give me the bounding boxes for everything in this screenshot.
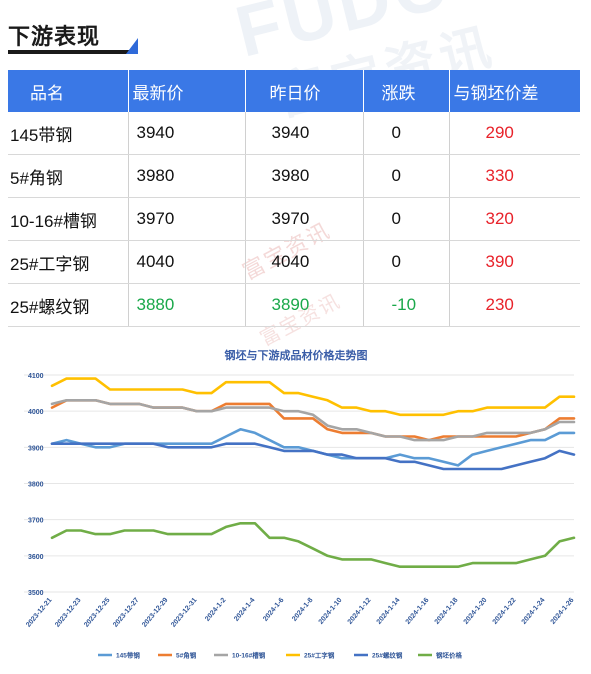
- series-line-3: [50, 377, 576, 417]
- chart-grid: [24, 374, 574, 593]
- table-row: 25#工字钢 4040 4040 0 390: [8, 240, 580, 284]
- chart-svg: 钢坯与下游成品材价格走势图 3500 3600 3700 3800 3900 4000 41…: [24, 348, 576, 660]
- cell-change: 0: [363, 240, 450, 284]
- x-tick-label: 2024-1-4: [233, 597, 256, 623]
- cell-name: 25#工字钢: [8, 240, 129, 284]
- y-tick-label: 3700: [28, 518, 44, 525]
- cell-name: 10-16#槽钢: [8, 197, 129, 241]
- column-header-prev: 昨日价: [245, 70, 364, 112]
- column-header-change: 涨跌: [363, 70, 450, 112]
- x-tick-label: 2024-1-24: [521, 597, 547, 626]
- legend-label: 5#角钢: [176, 651, 197, 660]
- column-header-latest: 最新价: [128, 70, 246, 112]
- cell-spread: 330: [449, 154, 580, 198]
- table-row: 25#螺纹钢 3880 3890 -10 230: [8, 283, 580, 327]
- title-underline: [8, 50, 134, 54]
- series-line-2: [50, 399, 576, 442]
- series-line-5: [50, 522, 576, 568]
- cell-change: 0: [363, 154, 450, 198]
- cell-change: 0: [363, 197, 450, 241]
- cell-prev: 3940: [245, 112, 364, 155]
- x-tick-label: 2024-1-2: [204, 597, 227, 623]
- y-tick-label: 3600: [28, 554, 44, 561]
- x-tick-label: 2024-1-22: [492, 597, 518, 626]
- x-tick-label: 2023-12-29: [141, 597, 169, 629]
- cell-spread: 320: [449, 197, 580, 241]
- watermark-brand-en: FUDC: [228, 0, 458, 73]
- cell-prev: 3970: [245, 197, 364, 241]
- cell-spread: 390: [449, 240, 580, 284]
- legend-label: 145带钢: [116, 651, 140, 660]
- price-trend-chart: 钢坯与下游成品材价格走势图 3500 3600 3700 3800 3900 4000 41…: [0, 340, 591, 669]
- x-tick-label: 2023-12-25: [83, 597, 111, 629]
- table-row: 145带钢 3940 3940 0 290: [8, 112, 580, 155]
- y-tick-label: 3500: [28, 590, 44, 597]
- x-tick-label: 2024-1-20: [463, 597, 489, 626]
- table-row: 10-16#槽钢 3970 3970 0 320: [8, 197, 580, 241]
- y-tick-label: 3800: [28, 482, 44, 489]
- x-tick-label: 2023-12-27: [112, 597, 140, 629]
- legend-label: 25#工字钢: [304, 651, 335, 660]
- cell-latest: 3880: [128, 283, 246, 327]
- section-header: 下游表现: [8, 22, 138, 56]
- x-tick-label: 2024-1-16: [405, 597, 431, 626]
- x-tick-label: 2024-1-18: [434, 597, 460, 626]
- chart-legend: 145带钢 5#角钢 10-16#槽钢 25#工字钢 25#螺纹钢 钢坯价格: [98, 651, 463, 660]
- x-tick-label: 2024-1-26: [550, 597, 576, 626]
- price-table: 品名 最新价 昨日价 涨跌 与钢坯价差 145带钢 3940 3940 0 290 5#角…: [8, 70, 580, 327]
- chart-title: 钢坯与下游成品材价格走势图: [225, 348, 368, 362]
- section-title: 下游表现: [8, 24, 101, 49]
- x-axis: 2023-12-21 2023-12-23 2023-12-25 2023-12-27…: [25, 597, 575, 629]
- y-tick-label: 4000: [28, 409, 44, 416]
- cell-latest: 3940: [128, 112, 246, 155]
- cell-latest: 4040: [128, 240, 246, 284]
- table-header-row: 品名 最新价 昨日价 涨跌 与钢坯价差: [8, 70, 580, 112]
- table-row: 5#角钢 3980 3980 0 330: [8, 154, 580, 198]
- chart-series: [50, 377, 576, 568]
- x-tick-label: 2023-12-21: [25, 597, 53, 629]
- series-line-4: [50, 442, 576, 471]
- cell-change: 0: [363, 112, 450, 155]
- x-tick-label: 2023-12-23: [54, 597, 82, 629]
- legend-label: 钢坯价格: [436, 651, 463, 660]
- x-tick-label: 2024-1-6: [262, 597, 285, 623]
- x-tick-label: 2024-1-10: [318, 597, 344, 626]
- y-tick-label: 4100: [28, 373, 44, 380]
- cell-name: 145带钢: [8, 112, 129, 155]
- cell-spread: 230: [449, 283, 580, 327]
- cell-spread: 290: [449, 112, 580, 155]
- y-tick-label: 3900: [28, 445, 44, 452]
- title-accent-triangle: [126, 38, 138, 54]
- cell-latest: 3980: [128, 154, 246, 198]
- cell-prev: 3890: [245, 283, 364, 327]
- cell-prev: 3980: [245, 154, 364, 198]
- x-tick-label: 2023-12-31: [170, 597, 198, 629]
- cell-name: 25#螺纹钢: [8, 283, 129, 327]
- cell-latest: 3970: [128, 197, 246, 241]
- column-header-name: 品名: [8, 70, 129, 112]
- cell-name: 5#角钢: [8, 154, 129, 198]
- legend-label: 10-16#槽钢: [232, 651, 266, 660]
- x-tick-label: 2024-1-8: [291, 597, 314, 623]
- cell-prev: 4040: [245, 240, 364, 284]
- cell-change: -10: [363, 283, 450, 327]
- x-tick-label: 2024-1-12: [347, 597, 373, 626]
- x-tick-label: 2024-1-14: [376, 597, 402, 626]
- y-axis: 3500 3600 3700 3800 3900 4000 4100: [28, 373, 44, 597]
- legend-label: 25#螺纹钢: [372, 651, 403, 660]
- column-header-spread: 与钢坯价差: [449, 70, 580, 112]
